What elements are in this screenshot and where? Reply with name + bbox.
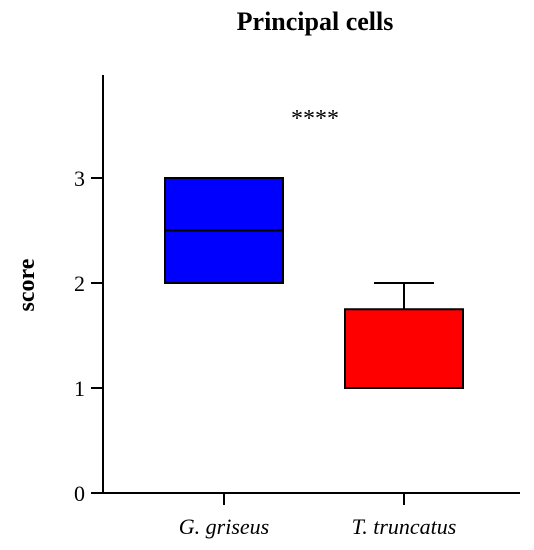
boxes [164, 177, 464, 389]
y-ticks: 0 1 2 3 [74, 166, 103, 506]
significance-annotation: **** [291, 106, 339, 132]
y-tick-label: 2 [74, 271, 85, 296]
x-tick-label: G. griseus [179, 514, 269, 539]
x-tick-label: T. truncatus [352, 514, 457, 539]
y-tick-label: 3 [74, 166, 85, 191]
x-ticks: G. griseus T. truncatus [179, 493, 457, 539]
y-axis-label: score [14, 258, 40, 311]
y-tick-label: 1 [74, 376, 85, 401]
box-body [344, 308, 464, 389]
chart-title: Principal cells [237, 7, 394, 36]
box-1 [164, 177, 284, 284]
box-2 [344, 282, 464, 389]
y-tick-label: 0 [74, 481, 85, 506]
